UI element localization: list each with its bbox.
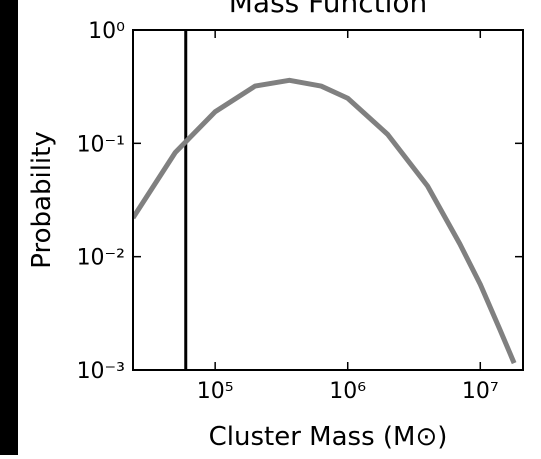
left-strip [0,0,18,455]
x-tick-label: 10⁵ [197,379,234,404]
axes-frame [132,29,524,371]
y-tick-label: 10⁻¹ [77,132,125,157]
x-tick-label: 10⁷ [462,379,499,404]
chart-title: Mass Function [229,0,428,19]
y-axis-label: Probability [27,131,57,268]
x-tick-label: 10⁶ [329,379,366,404]
y-tick-label: 10⁰ [88,19,125,44]
data-line [133,77,517,365]
x-axis-label: Cluster Mass (M⊙) [209,422,448,452]
plot-area [133,30,517,370]
y-tick-label: 10⁻² [77,246,125,271]
y-tick-label: 10⁻³ [77,359,125,384]
